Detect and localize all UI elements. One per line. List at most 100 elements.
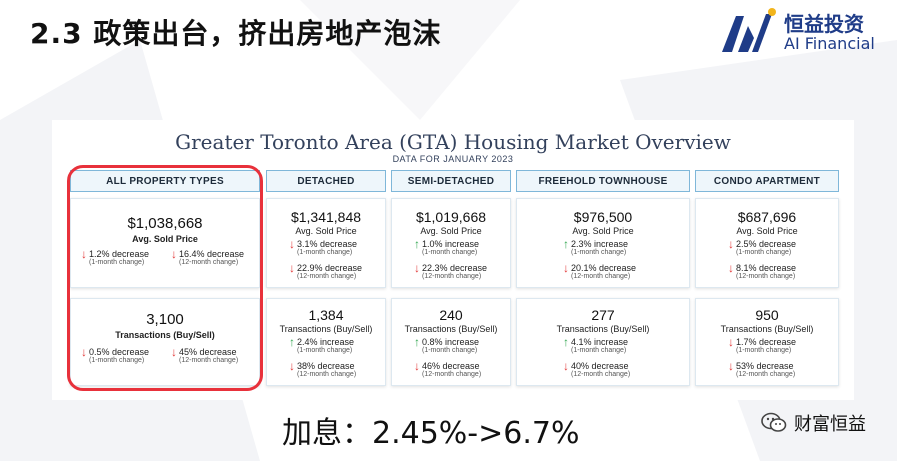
watermark-text: 财富恒益 (794, 414, 866, 435)
change-12m: ↓ 40% decrease (12-month change) (563, 359, 631, 379)
change-text: 22.9% decrease (297, 263, 363, 273)
change-text: 16.4% decrease (179, 249, 245, 259)
change-note: (12-month change) (571, 371, 631, 378)
arrow-down-icon: ↓ (728, 261, 734, 275)
transactions-card-condo: 950 Transactions (Buy/Sell) ↓ 1.7% decre… (695, 298, 839, 386)
ai-financial-logo-icon (722, 8, 776, 52)
change-text: 3.1% decrease (297, 239, 358, 249)
column-header-all: ALL PROPERTY TYPES (70, 170, 260, 192)
change-note: (12-month change) (571, 273, 631, 280)
change-note: (1-month change) (736, 347, 792, 354)
logo-name-cn: 恒益投资 (784, 12, 864, 36)
arrow-down-icon: ↓ (728, 359, 734, 373)
change-1m: ↑ 0.8% increase (1-month change) (414, 335, 479, 355)
arrow-up-icon: ↑ (289, 335, 295, 349)
arrow-down-icon: ↓ (171, 247, 177, 261)
change-1m: ↑ 4.1% increase (1-month change) (563, 335, 629, 355)
change-1m: ↓ 0.5% decrease (1-month change) (81, 345, 150, 365)
change-text: 38% decrease (297, 361, 355, 371)
change-text: 46% decrease (422, 361, 480, 371)
change-note: (12-month change) (297, 371, 357, 378)
transactions-value: 240 (439, 307, 463, 323)
change-note: (1-month change) (89, 357, 145, 364)
change-text: 8.1% decrease (736, 263, 797, 273)
column-header-detached: DETACHED (266, 170, 386, 192)
arrow-down-icon: ↓ (728, 335, 734, 349)
change-12m: ↓ 20.1% decrease (12-month change) (563, 262, 637, 281)
change-1m: ↓ 2.5% decrease (1-month change) (728, 237, 797, 257)
change-text: 40% decrease (571, 361, 629, 371)
change-note: (12-month change) (179, 259, 239, 266)
highlight-box (67, 165, 263, 391)
change-1m: ↑ 2.3% increase (1-month change) (563, 237, 629, 257)
change-12m: ↓ 8.1% decrease (12-month change) (728, 261, 797, 281)
change-text: 53% decrease (736, 361, 794, 371)
change-note: (1-month change) (422, 347, 478, 354)
transactions-label: Transactions (Buy/Sell) (279, 324, 373, 334)
change-note: (12-month change) (179, 357, 239, 364)
arrow-up-icon: ↑ (414, 335, 420, 349)
transactions-card-semi: 240 Transactions (Buy/Sell) ↑ 0.8% incre… (391, 298, 511, 386)
change-note: (12-month change) (736, 371, 796, 378)
column-header-townhouse: FREEHOLD TOWNHOUSE (516, 170, 690, 192)
price-value: $1,038,668 (127, 215, 203, 232)
transactions-label: Transactions (Buy/Sell) (556, 324, 650, 334)
price-card-townhouse: $976,500 Avg. Sold Price ↑ 2.3% increase… (516, 198, 690, 288)
transactions-card-detached: 1,384 Transactions (Buy/Sell) ↑ 2.4% inc… (266, 298, 386, 386)
wechat-icon (761, 412, 787, 432)
price-value: $976,500 (573, 209, 633, 225)
change-text: 1.0% increase (422, 239, 480, 249)
change-note: (1-month change) (736, 249, 792, 256)
price-label: Avg. Sold Price (736, 226, 798, 236)
price-label: Avg. Sold Price (132, 234, 198, 244)
change-text: 2.3% increase (571, 239, 629, 249)
change-note: (1-month change) (571, 347, 627, 354)
price-value: $1,019,668 (415, 209, 487, 225)
change-text: 45% decrease (179, 347, 237, 357)
arrow-up-icon: ↑ (414, 237, 420, 251)
transactions-value: 1,384 (308, 307, 344, 323)
change-note: (12-month change) (736, 273, 796, 280)
change-12m: ↓ 16.4% decrease (12-month change) (171, 247, 245, 267)
change-1m: ↓ 3.1% decrease (1-month change) (289, 238, 358, 257)
change-text: 20.1% decrease (571, 263, 637, 273)
change-text: 22.3% decrease (422, 263, 488, 273)
rate-hike-text: 加息：2.45%->6.7% (282, 416, 580, 451)
transactions-card-all: 3,100 Transactions (Buy/Sell) ↓ 0.5% dec… (70, 298, 260, 386)
arrow-down-icon: ↓ (81, 247, 87, 261)
change-text: 1.7% decrease (736, 337, 797, 347)
arrow-down-icon: ↓ (81, 345, 87, 359)
logo: 恒益投资 AI Financial (718, 6, 888, 58)
change-12m: ↓ 38% decrease (12-month change) (289, 359, 357, 379)
change-text: 0.5% decrease (89, 347, 150, 357)
price-value: $1,341,848 (290, 209, 362, 225)
change-12m: ↓ 46% decrease (12-month change) (414, 359, 481, 379)
arrow-down-icon: ↓ (171, 345, 177, 359)
arrow-down-icon: ↓ (563, 359, 569, 373)
arrow-down-icon: ↓ (728, 237, 734, 251)
price-card-semi: $1,019,668 Avg. Sold Price ↑ 1.0% increa… (391, 198, 511, 288)
price-card-all: $1,038,668 Avg. Sold Price ↓ 1.2% decrea… (70, 198, 260, 288)
change-note: (1-month change) (571, 249, 627, 256)
change-12m: ↓ 45% decrease (12-month change) (171, 345, 239, 365)
arrow-up-icon: ↑ (563, 237, 569, 251)
change-note: (1-month change) (422, 249, 478, 256)
change-note: (1-month change) (89, 259, 145, 266)
change-text: 2.5% decrease (736, 239, 797, 249)
housing-report-panel: Greater Toronto Area (GTA) Housing Marke… (52, 120, 854, 400)
change-1m: ↑ 1.0% increase (1-month change) (414, 237, 480, 257)
report-title: Greater Toronto Area (GTA) Housing Marke… (175, 130, 731, 154)
change-text: 2.4% increase (297, 337, 355, 347)
arrow-down-icon: ↓ (414, 359, 420, 373)
arrow-up-icon: ↑ (563, 335, 569, 349)
change-text: 4.1% increase (571, 337, 629, 347)
price-card-condo: $687,696 Avg. Sold Price ↓ 2.5% decrease… (695, 198, 839, 288)
arrow-down-icon: ↓ (289, 359, 295, 373)
change-1m: ↓ 1.7% decrease (1-month change) (728, 335, 797, 355)
change-12m: ↓ 53% decrease (12-month change) (728, 359, 796, 379)
change-text: 1.2% decrease (89, 249, 150, 259)
change-12m: ↓ 22.9% decrease (12-month change) (289, 262, 363, 281)
transactions-value: 950 (755, 307, 779, 323)
logo-name-en: AI Financial (784, 34, 875, 53)
change-note: (1-month change) (297, 347, 353, 354)
